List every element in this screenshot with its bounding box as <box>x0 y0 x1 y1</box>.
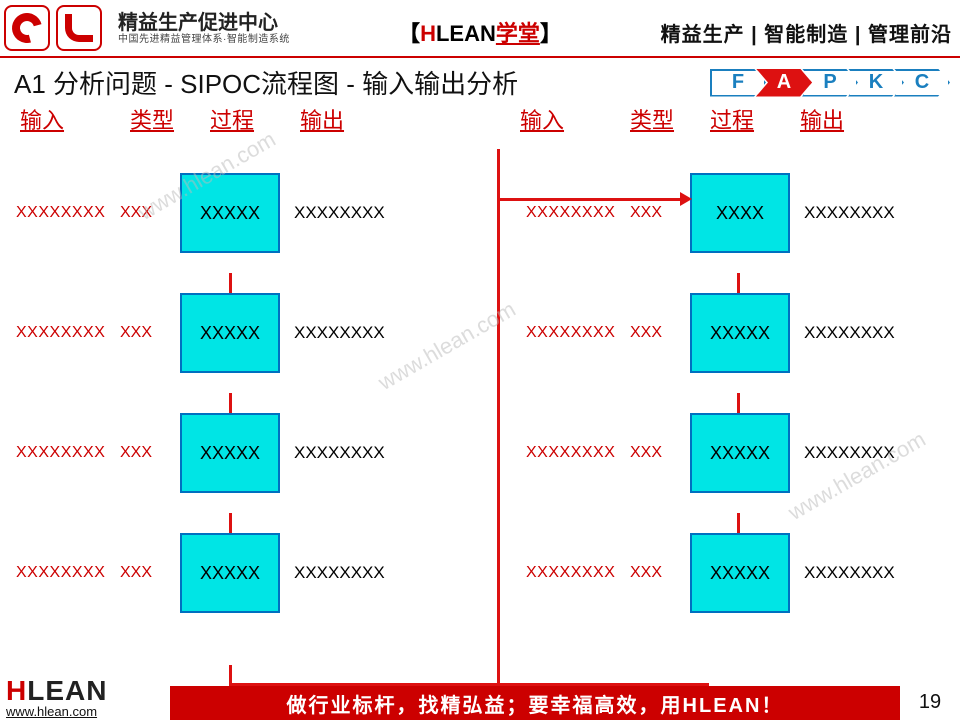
process-box: XXXXX <box>180 413 280 493</box>
fapkc-f[interactable]: F <box>710 69 766 97</box>
footer-slogan: 做行业标杆，找精弘益；要幸福高效，用HLEAN！ <box>170 686 900 720</box>
process-box: XXXXX <box>180 533 280 613</box>
step-input: XXXXXXXX <box>520 564 630 582</box>
step-output: XXXXXXXX <box>280 443 410 463</box>
footer: HLEAN www.hlean.com 做行业标杆，找精弘益；要幸福高效，用HL… <box>0 674 960 720</box>
center-sub: 中国先进精益管理体系·智能制造系统 <box>118 34 290 45</box>
step-row: XXXXXXXX XXX XXXXX XXXXXXXX <box>520 273 920 393</box>
process-box: XXXXX <box>690 413 790 493</box>
fapkc-nav: F A P K C <box>710 69 950 97</box>
hdr-output: 输出 <box>300 103 400 135</box>
connector-line <box>497 149 500 686</box>
footer-logo: HLEAN www.hlean.com <box>0 677 170 720</box>
step-output: XXXXXXXX <box>790 203 920 223</box>
step-row: XXXXXXXX XXX XXXX XXXXXXXX <box>520 153 920 273</box>
step-row: XXXXXXXX XXX XXXXX XXXXXXXX <box>10 273 410 393</box>
tagline: 精益生产 | 智能制造 | 管理前沿 <box>661 18 952 47</box>
step-input: XXXXXXXX <box>10 564 120 582</box>
title-row: A1 分析问题 - SIPOC流程图 - 输入输出分析 F A P K C <box>0 58 960 103</box>
page-number: 19 <box>900 691 960 720</box>
step-type: XXX <box>630 444 690 462</box>
step-input: XXXXXXXX <box>520 444 630 462</box>
hdr-output: 输出 <box>800 103 900 135</box>
slide-title: A1 分析问题 - SIPOC流程图 - 输入输出分析 <box>14 64 710 101</box>
hdr-process: 过程 <box>710 103 800 135</box>
hdr-type: 类型 <box>630 103 710 135</box>
step-type: XXX <box>630 204 690 222</box>
step-input: XXXXXXXX <box>10 204 120 222</box>
process-box: XXXXX <box>690 293 790 373</box>
step-row: XXXXXXXX XXX XXXXX XXXXXXXX <box>10 393 410 513</box>
step-type: XXX <box>120 204 180 222</box>
center-title: 精益生产促进中心 中国先进精益管理体系·智能制造系统 <box>118 12 290 45</box>
step-output: XXXXXXXX <box>280 203 410 223</box>
step-type: XXX <box>120 324 180 342</box>
step-type: XXX <box>630 564 690 582</box>
hdr-type: 类型 <box>130 103 210 135</box>
process-box: XXXX <box>690 173 790 253</box>
logo-block: 精益生产促进中心 中国先进精益管理体系·智能制造系统 <box>0 5 290 51</box>
step-row: XXXXXXXX XXX XXXXX XXXXXXXX <box>520 393 920 513</box>
col-headers-left: 输入 类型 过程 输出 <box>20 103 400 135</box>
footer-url[interactable]: www.hlean.com <box>6 705 170 718</box>
step-row: XXXXXXXX XXX XXXXX XXXXXXXX <box>520 513 920 633</box>
step-row: XXXXXXXX XXX XXXXX XXXXXXXX <box>10 513 410 633</box>
logo-c-icon <box>4 5 50 51</box>
step-input: XXXXXXXX <box>520 204 630 222</box>
step-output: XXXXXXXX <box>790 443 920 463</box>
logo-l-icon <box>56 5 102 51</box>
process-box: XXXXX <box>180 293 280 373</box>
hlean-logo-text: HLEAN <box>6 677 170 705</box>
step-type: XXX <box>630 324 690 342</box>
hdr-input: 输入 <box>20 103 130 135</box>
step-input: XXXXXXXX <box>10 324 120 342</box>
flow-right: XXXXXXXX XXX XXXX XXXXXXXX XXXXXXXX XXX … <box>520 153 920 633</box>
step-output: XXXXXXXX <box>790 563 920 583</box>
step-type: XXX <box>120 444 180 462</box>
step-row: XXXXXXXX XXX XXXXX XXXXXXXX <box>10 153 410 273</box>
hdr-process: 过程 <box>210 103 300 135</box>
center-name: 精益生产促进中心 <box>118 12 290 34</box>
flow-left: XXXXXXXX XXX XXXXX XXXXXXXX XXXXXXXX XXX… <box>10 153 410 633</box>
step-output: XXXXXXXX <box>790 323 920 343</box>
hlean-school: 【HLEAN学堂】 <box>398 16 562 48</box>
header: 精益生产促进中心 中国先进精益管理体系·智能制造系统 【HLEAN学堂】 精益生… <box>0 0 960 58</box>
step-input: XXXXXXXX <box>520 324 630 342</box>
col-headers-right: 输入 类型 过程 输出 <box>520 103 900 135</box>
process-box: XXXXX <box>180 173 280 253</box>
step-input: XXXXXXXX <box>10 444 120 462</box>
step-output: XXXXXXXX <box>280 323 410 343</box>
hdr-input: 输入 <box>520 103 630 135</box>
step-type: XXX <box>120 564 180 582</box>
process-box: XXXXX <box>690 533 790 613</box>
diagram-area: 输入 类型 过程 输出 输入 类型 过程 输出 XXXXXXXX XXX XXX… <box>0 103 960 683</box>
step-output: XXXXXXXX <box>280 563 410 583</box>
